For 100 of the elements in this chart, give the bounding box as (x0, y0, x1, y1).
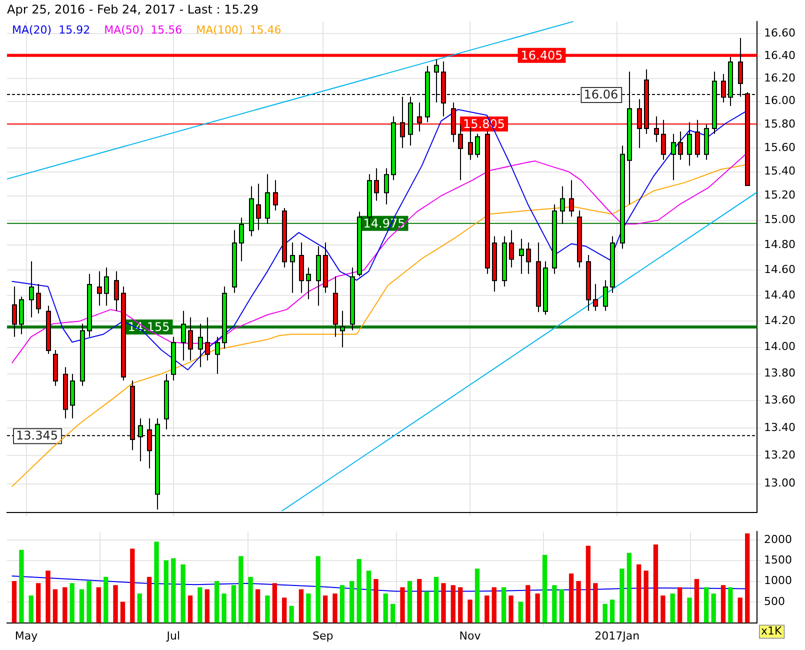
bar (568, 574, 574, 623)
bar (350, 581, 354, 623)
ref-line-label: 13.345 (16, 428, 58, 443)
bar (366, 570, 372, 623)
bar (306, 593, 311, 623)
bar (62, 587, 68, 623)
bar (484, 596, 490, 623)
bar (660, 596, 666, 623)
bar (535, 593, 540, 623)
y-tick-label: 15.40 (764, 164, 796, 178)
bar (180, 564, 186, 623)
text: MA(20) 15.92 (12, 23, 90, 36)
bar (70, 583, 74, 623)
bar (36, 583, 41, 623)
bar (542, 554, 548, 623)
bar (323, 596, 328, 623)
bar (289, 606, 294, 623)
bar (728, 587, 733, 623)
y-tick-label: 500 (764, 594, 785, 608)
bar (19, 550, 24, 623)
bar (720, 585, 726, 623)
bar (552, 585, 557, 623)
bar (255, 589, 260, 623)
bar (374, 578, 378, 623)
x-tick-label: Jul (166, 629, 180, 642)
bar (620, 568, 624, 623)
text: MA(50) 15.56 (104, 23, 182, 36)
bar (474, 568, 480, 623)
y-tick-label: 13.40 (764, 420, 796, 434)
bar (146, 576, 152, 623)
bar (636, 564, 642, 623)
bar (238, 556, 244, 623)
bar (518, 602, 523, 623)
y-tick-label: 16.00 (764, 94, 796, 108)
bar (576, 581, 581, 623)
y-tick-label: 15.80 (764, 117, 796, 130)
bar (559, 589, 564, 623)
bar (198, 587, 202, 623)
x-tick-label: 2017Jan (594, 629, 640, 642)
x-tick-label: May (14, 629, 38, 642)
y-tick-label: 15.00 (764, 213, 796, 226)
bar (130, 548, 135, 623)
text: MA(100) 15.46 (196, 23, 282, 36)
bar (52, 589, 58, 623)
bar (113, 585, 118, 623)
bar (492, 587, 496, 623)
ref-line-label: 16.405 (520, 48, 563, 62)
bar (86, 581, 92, 623)
bar (332, 593, 338, 623)
bar (458, 587, 463, 623)
bar (171, 558, 176, 623)
bar (214, 581, 220, 623)
bar (204, 589, 210, 623)
y-tick-label: 14.60 (764, 262, 796, 276)
bar (298, 589, 304, 623)
y-tick-label: 14.80 (764, 238, 796, 251)
y-tick-label: 15.60 (764, 140, 796, 154)
bar (526, 585, 530, 623)
bar (441, 583, 446, 623)
bar (231, 585, 236, 623)
bar (390, 604, 396, 623)
ref-line-label: 16.06 (584, 88, 618, 102)
bar (120, 602, 126, 623)
bar (738, 598, 742, 623)
y-tick-label: 13.20 (764, 448, 796, 462)
y-tick-label: 15.20 (764, 188, 796, 202)
bar (248, 576, 253, 623)
bar (644, 570, 648, 623)
bar (272, 583, 278, 623)
bar (28, 596, 34, 623)
y-tick-label: 14.00 (764, 340, 796, 354)
y-tick-label: 1500 (764, 553, 792, 566)
bar (450, 585, 456, 623)
bar (694, 578, 700, 623)
x-tick-label: Nov (459, 629, 482, 642)
y-tick-label: 2000 (764, 532, 792, 546)
y-tick-label: 16.60 (764, 26, 796, 40)
bar (407, 581, 412, 623)
y-tick-label: 16.20 (764, 71, 796, 84)
bar (12, 581, 17, 623)
bar (282, 598, 287, 623)
bar (593, 583, 598, 623)
bar (424, 591, 429, 623)
bar (508, 596, 514, 623)
bar (678, 587, 682, 623)
bar (137, 593, 142, 623)
bar (154, 542, 159, 623)
bar (610, 600, 615, 623)
bar (602, 604, 608, 623)
bar (653, 544, 658, 623)
bar (687, 598, 692, 623)
bar (434, 576, 439, 623)
bar (96, 587, 101, 623)
bar (265, 596, 270, 623)
bar (79, 589, 84, 623)
bar (104, 576, 108, 623)
y-tick-label: 13.80 (764, 366, 796, 380)
bar (704, 587, 709, 623)
bar (586, 546, 591, 623)
y-tick-label: 16.40 (764, 48, 796, 62)
